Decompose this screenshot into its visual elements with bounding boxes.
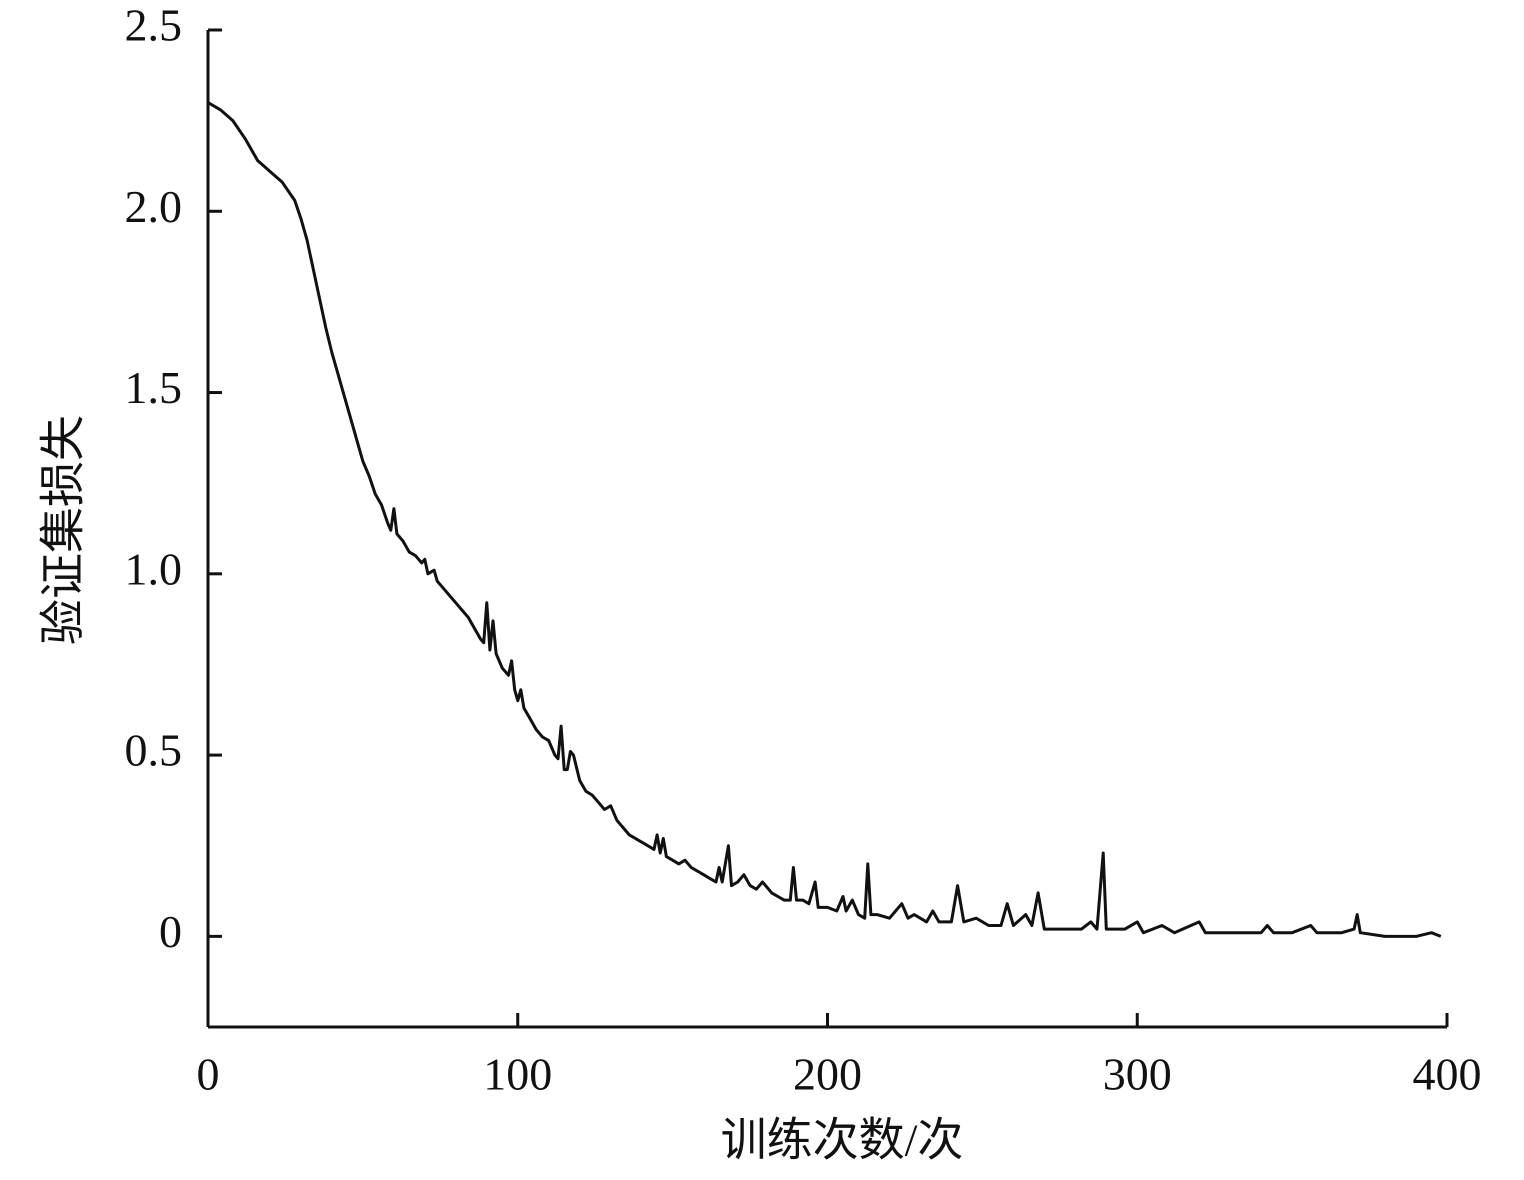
y-tick-label: 2.5 — [125, 0, 183, 51]
x-tick-label: 300 — [1103, 1049, 1172, 1100]
y-tick-label: 0.5 — [125, 725, 183, 776]
y-axis-label: 验证集损失 — [38, 415, 89, 645]
x-axis-label: 训练次数/次 — [721, 1115, 964, 1166]
x-tick-label: 100 — [483, 1049, 552, 1100]
y-tick-label: 1.5 — [125, 362, 183, 413]
x-tick-label: 400 — [1413, 1049, 1482, 1100]
y-tick-label: 0 — [159, 906, 182, 957]
x-tick-label: 200 — [793, 1049, 862, 1100]
x-tick-label: 0 — [197, 1049, 220, 1100]
y-tick-label: 1.0 — [125, 543, 183, 594]
loss-line — [207, 101, 1442, 938]
y-tick-label: 2.0 — [125, 181, 183, 232]
